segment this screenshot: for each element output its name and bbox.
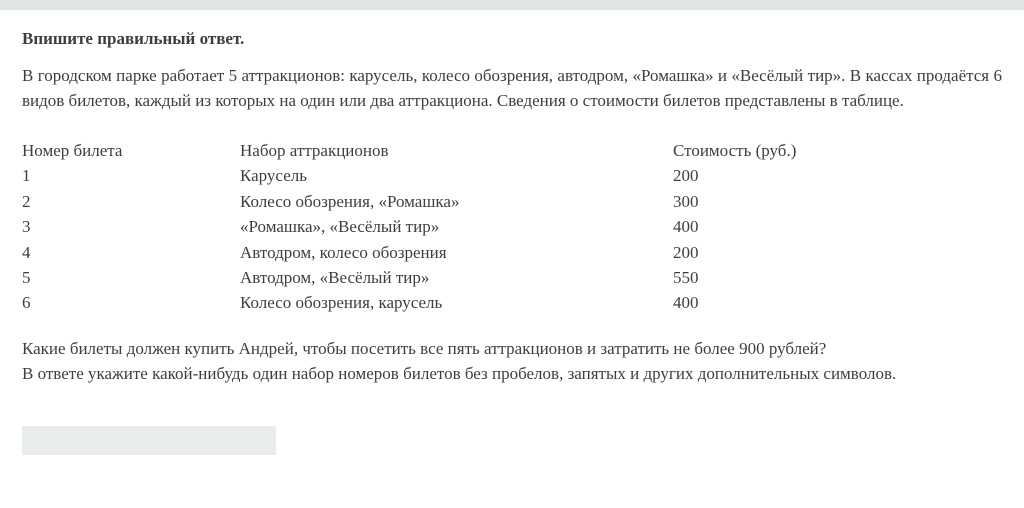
cell-ticket-number: 1 bbox=[22, 166, 31, 186]
question-block: Какие билеты должен купить Андрей, чтобы… bbox=[22, 336, 1002, 386]
cell-attraction-set: Колесо обозрения, карусель bbox=[240, 293, 443, 313]
task-content: Впишите правильный ответ. В городском па… bbox=[0, 26, 1024, 455]
table-row: 2 Колесо обозрения, «Ромашка» 300 bbox=[22, 189, 1002, 214]
question-line-1: Какие билеты должен купить Андрей, чтобы… bbox=[22, 338, 827, 358]
top-strip bbox=[0, 0, 1024, 10]
tickets-table: Номер билета Набор аттракционов Стоимост… bbox=[22, 138, 1002, 316]
task-intro-paragraph: В городском парке работает 5 аттракционо… bbox=[22, 66, 1002, 110]
table-row: 5 Автодром, «Весёлый тир» 550 bbox=[22, 265, 1002, 290]
col-header-attraction-set: Набор аттракционов bbox=[240, 141, 389, 160]
cell-ticket-number: 5 bbox=[22, 268, 31, 288]
question-line-2: В ответе укажите какой-нибудь один набор… bbox=[22, 363, 897, 383]
cell-cost: 200 bbox=[673, 242, 699, 262]
cell-ticket-number: 2 bbox=[22, 191, 31, 211]
table-row: 1 Карусель 200 bbox=[22, 163, 1002, 188]
cell-cost: 200 bbox=[673, 166, 699, 186]
answer-input[interactable] bbox=[22, 425, 276, 455]
cell-cost: 400 bbox=[673, 293, 699, 313]
cell-attraction-set: Автодром, «Весёлый тир» bbox=[240, 268, 430, 288]
cell-attraction-set: Карусель bbox=[240, 166, 307, 186]
cell-cost: 400 bbox=[673, 217, 699, 237]
table-row: 4 Автодром, колесо обозрения 200 bbox=[22, 240, 1002, 265]
table-row: 6 Колесо обозрения, карусель 400 bbox=[22, 290, 1002, 315]
page-title: Впишите правильный ответ. bbox=[22, 29, 245, 48]
cell-ticket-number: 6 bbox=[22, 293, 31, 313]
col-header-cost: Стоимость (руб.) bbox=[673, 141, 797, 160]
cell-cost: 300 bbox=[673, 191, 699, 211]
table-row: 3 «Ромашка», «Весёлый тир» 400 bbox=[22, 214, 1002, 239]
cell-cost: 550 bbox=[673, 268, 699, 288]
cell-ticket-number: 3 bbox=[22, 217, 31, 237]
cell-ticket-number: 4 bbox=[22, 242, 31, 262]
table-header-row: Номер билета Набор аттракционов Стоимост… bbox=[22, 138, 1002, 163]
col-header-ticket-number: Номер билета bbox=[22, 141, 123, 160]
cell-attraction-set: Автодром, колесо обозрения bbox=[240, 242, 447, 262]
cell-attraction-set: «Ромашка», «Весёлый тир» bbox=[240, 217, 440, 237]
cell-attraction-set: Колесо обозрения, «Ромашка» bbox=[240, 191, 460, 211]
